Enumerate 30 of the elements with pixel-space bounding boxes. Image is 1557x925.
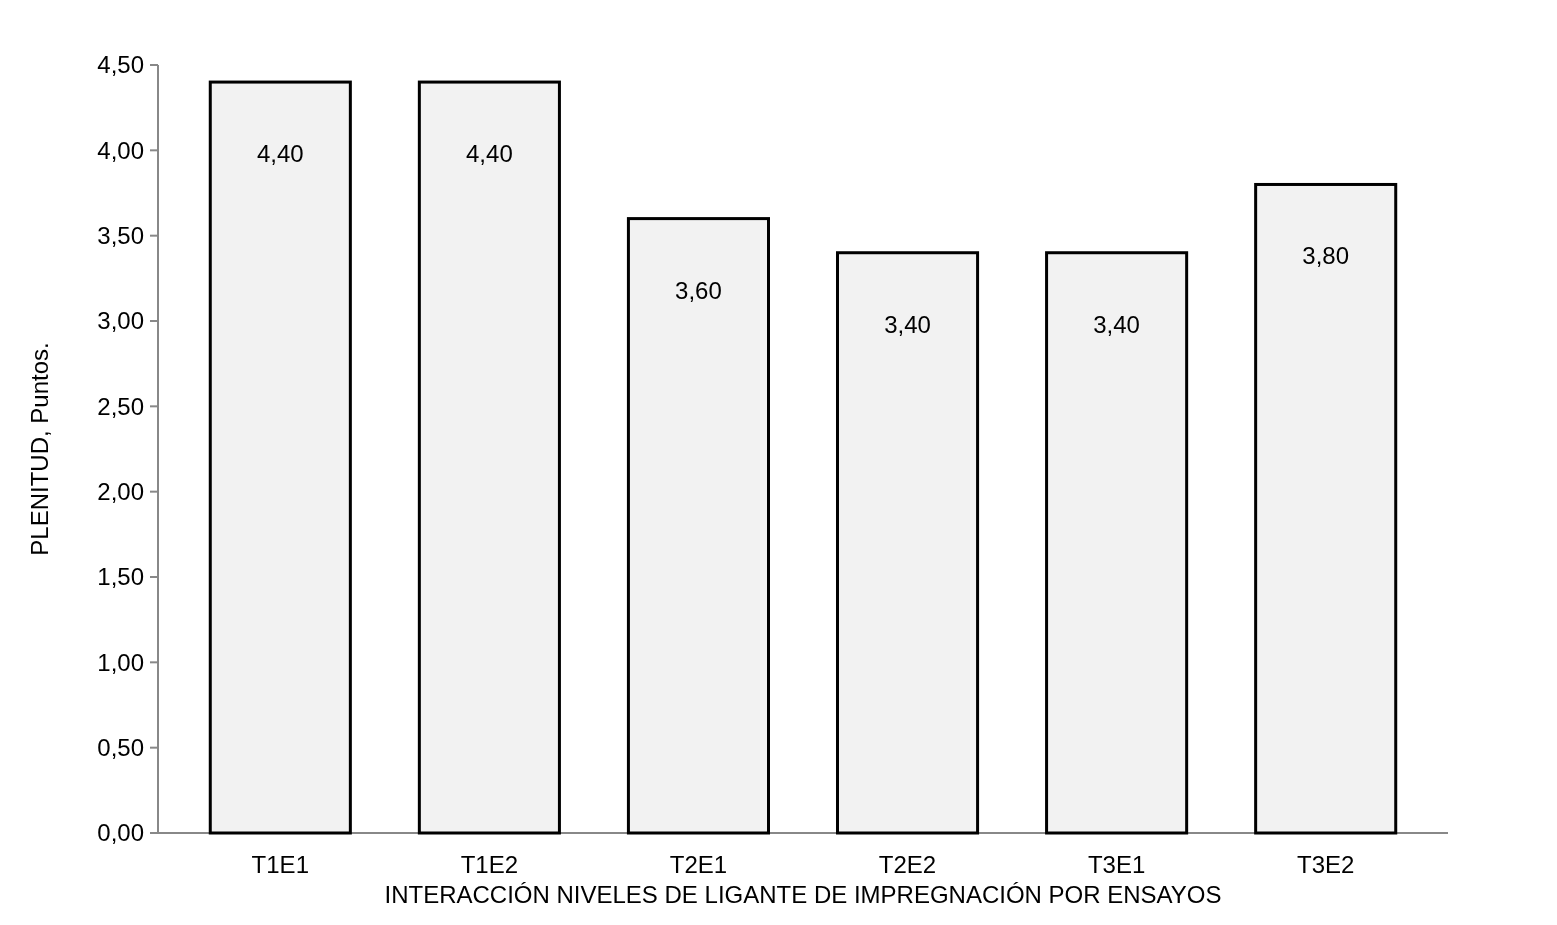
data-label: 4,40 (466, 140, 513, 168)
data-label: 4,40 (256, 140, 304, 168)
y-axis-title: PLENITUD, Puntos. (26, 342, 53, 556)
x-tick-label: T3E2 (1297, 851, 1355, 878)
y-tick-label: 3,50 (97, 222, 144, 250)
bar (208, 80, 352, 835)
y-tick-label: 2,00 (97, 478, 144, 506)
x-tick-label: T3E1 (1087, 851, 1146, 878)
x-axis-title: INTERACCIÓN NIVELES DE LIGANTE DE IMPREGNACIÓN POR ENSAYOS (384, 881, 1222, 908)
y-tick-label: 0,00 (97, 819, 144, 847)
data-label: 3,40 (884, 310, 931, 338)
bar (1254, 182, 1398, 835)
bar (626, 217, 770, 835)
y-tick-label: 2,50 (97, 392, 144, 420)
y-tick-label: 0,50 (97, 734, 144, 762)
data-label: 3,60 (675, 276, 722, 304)
y-tick-label: 4,50 (97, 51, 144, 79)
x-tick-label: T1E1 (251, 851, 309, 878)
y-tick-label: 1,00 (97, 648, 144, 676)
y-tick-label: 4,00 (97, 136, 144, 164)
bar (836, 251, 980, 835)
x-tick-label: T2E2 (878, 851, 937, 878)
data-label: 3,40 (1093, 310, 1140, 338)
y-tick-label: 3,00 (97, 307, 144, 335)
y-tick-label: 1,50 (97, 563, 144, 591)
bar (417, 80, 561, 835)
x-tick-label: T1E2 (460, 851, 519, 878)
x-tick-label: T2E1 (669, 851, 728, 878)
data-label: 3,80 (1302, 242, 1350, 270)
bar (1045, 251, 1189, 835)
